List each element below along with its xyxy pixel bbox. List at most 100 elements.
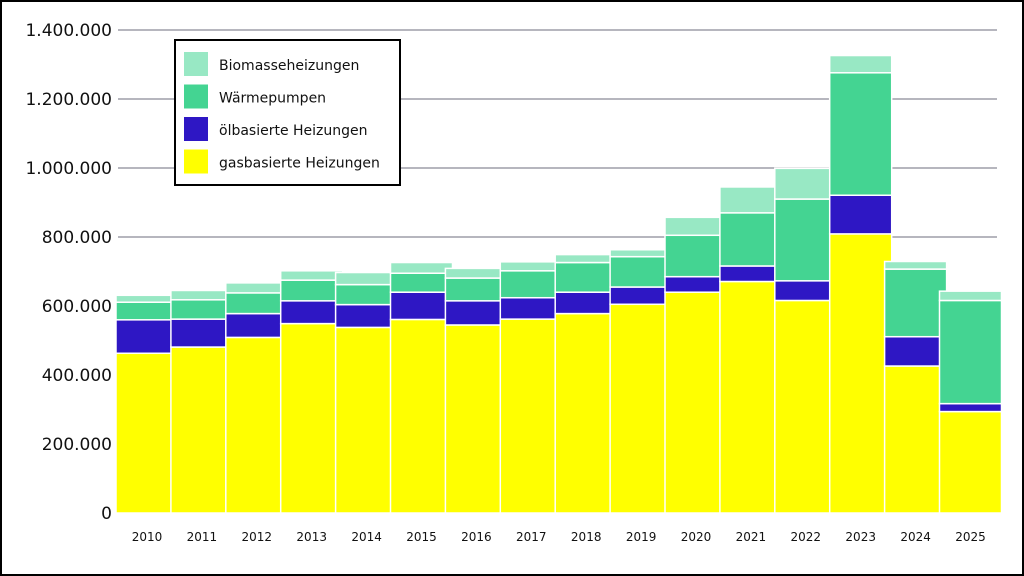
y-tick-label: 800.000 — [42, 228, 112, 248]
bar-segment-w-rmepumpen-2014 — [334, 283, 399, 306]
x-tick-label: 2024 — [900, 530, 931, 544]
bar-segment-gasbasierte-heizungen-2018 — [554, 312, 618, 514]
bar-segment-biomasseheizungen-2014 — [334, 271, 399, 286]
bar-segment--lbasierte-heizungen-2015 — [389, 291, 454, 321]
bar-segment--lbasierte-heizungen-2021 — [719, 265, 783, 283]
bar-segment-biomasseheizungen-2012 — [225, 282, 289, 294]
x-axis-ticks: 2010 2011 2012 2013 2014 2015 2016 2017 2018 2019… — [132, 530, 986, 544]
bar-segment-gasbasierte-heizungen-2015 — [389, 318, 454, 514]
bar-segment-w-rmepumpen-2023 — [828, 72, 893, 197]
bars — [115, 54, 1003, 514]
bar-segment-gasbasierte-heizungen-2016 — [444, 324, 509, 514]
x-tick-label: 2015 — [406, 530, 437, 544]
bar-segment-w-rmepumpen-2012 — [225, 292, 289, 315]
bar-segment--lbasierte-heizungen-2025 — [938, 402, 1003, 413]
bar-segment-biomasseheizungen-2024 — [883, 260, 948, 270]
legend-label: Biomasseheizungen — [219, 58, 359, 74]
bar-segment-biomasseheizungen-2016 — [444, 267, 509, 279]
legend-swatch — [184, 117, 208, 141]
legend-label: Wärmepumpen — [219, 91, 326, 107]
legend-label: gasbasierte Heizungen — [219, 156, 380, 172]
bar-segment-biomasseheizungen-2010 — [115, 294, 179, 303]
bar-segment-biomasseheizungen-2015 — [389, 261, 454, 274]
bar-segment-w-rmepumpen-2015 — [389, 272, 454, 293]
x-tick-label: 2018 — [571, 530, 602, 544]
bar-segment-w-rmepumpen-2010 — [115, 301, 179, 321]
bar-segment--lbasierte-heizungen-2010 — [115, 319, 179, 355]
bar-segment-biomasseheizungen-2023 — [828, 54, 893, 74]
bar-segment-biomasseheizungen-2025 — [938, 290, 1003, 302]
x-tick-label: 2014 — [351, 530, 382, 544]
y-tick-label: 1.200.000 — [25, 90, 112, 110]
bar-segment--lbasierte-heizungen-2011 — [170, 318, 234, 348]
bar-segment-gasbasierte-heizungen-2022 — [774, 299, 838, 514]
bar-segment-biomasseheizungen-2021 — [719, 186, 783, 214]
bar-segment-gasbasierte-heizungen-2013 — [279, 322, 344, 514]
bar-segment--lbasierte-heizungen-2022 — [774, 280, 838, 302]
bar-segment-gasbasierte-heizungen-2023 — [828, 233, 893, 514]
bar-segment-w-rmepumpen-2025 — [938, 299, 1003, 405]
bar-segment--lbasierte-heizungen-2024 — [883, 335, 948, 367]
x-tick-label: 2025 — [955, 530, 986, 544]
bar-segment-gasbasierte-heizungen-2017 — [499, 318, 564, 514]
bar-segment-w-rmepumpen-2011 — [170, 299, 234, 320]
y-tick-label: 600.000 — [42, 297, 112, 317]
x-tick-label: 2016 — [461, 530, 492, 544]
x-tick-label: 2022 — [791, 530, 822, 544]
x-tick-label: 2021 — [736, 530, 767, 544]
bar-segment-w-rmepumpen-2017 — [499, 270, 564, 299]
x-tick-label: 2019 — [626, 530, 657, 544]
bar-segment-gasbasierte-heizungen-2024 — [883, 365, 948, 514]
legend-swatch — [184, 149, 208, 174]
bar-segment--lbasierte-heizungen-2020 — [664, 275, 728, 293]
bar-segment-gasbasierte-heizungen-2014 — [334, 326, 399, 514]
y-tick-label: 400.000 — [42, 366, 112, 386]
legend: Biomasseheizungen Wärmepumpen ölbasierte H… — [174, 39, 401, 186]
bar-segment--lbasierte-heizungen-2016 — [444, 300, 509, 326]
bar-segment--lbasierte-heizungen-2012 — [225, 312, 289, 339]
bar-segment-w-rmepumpen-2019 — [609, 255, 673, 288]
bar-segment-w-rmepumpen-2022 — [774, 198, 838, 282]
bar-segment-biomasseheizungen-2018 — [554, 253, 618, 264]
legend-label: ölbasierte Heizungen — [219, 123, 368, 139]
bar-segment-biomasseheizungen-2017 — [499, 261, 564, 272]
bar-segment--lbasierte-heizungen-2017 — [499, 296, 564, 320]
y-tick-label: 1.400.000 — [25, 21, 112, 41]
legend-swatch — [184, 52, 208, 76]
y-tick-label: 1.000.000 — [25, 159, 112, 179]
bar-segment--lbasierte-heizungen-2023 — [828, 194, 893, 235]
x-tick-label: 2020 — [681, 530, 712, 544]
bar-segment-w-rmepumpen-2021 — [719, 212, 783, 267]
bar-segment--lbasierte-heizungen-2013 — [279, 300, 344, 325]
y-axis-ticks: 0 200.000 400.000 600.000 800.000 1.000.000 1.… — [25, 21, 112, 524]
x-tick-label: 2011 — [187, 530, 218, 544]
bar-segment-w-rmepumpen-2024 — [883, 268, 948, 338]
bar-segment-gasbasierte-heizungen-2019 — [609, 303, 673, 514]
bar-segment-biomasseheizungen-2022 — [774, 167, 838, 200]
bar-segment-gasbasierte-heizungen-2011 — [170, 346, 234, 514]
x-tick-label: 2013 — [296, 530, 327, 544]
bar-segment-biomasseheizungen-2011 — [170, 289, 234, 301]
bar-segment--lbasierte-heizungen-2018 — [554, 291, 618, 315]
x-tick-label: 2017 — [516, 530, 547, 544]
bar-segment-w-rmepumpen-2016 — [444, 277, 509, 302]
bar-segment-gasbasierte-heizungen-2010 — [115, 352, 179, 514]
bar-segment-biomasseheizungen-2020 — [664, 216, 728, 237]
bar-segment-gasbasierte-heizungen-2012 — [225, 336, 289, 514]
bar-segment--lbasierte-heizungen-2014 — [334, 303, 399, 329]
legend-swatch — [184, 84, 208, 109]
x-tick-label: 2023 — [845, 530, 876, 544]
bar-segment-gasbasierte-heizungen-2025 — [938, 410, 1003, 514]
bar-segment-w-rmepumpen-2020 — [664, 234, 728, 278]
bar-segment-gasbasierte-heizungen-2021 — [719, 280, 783, 514]
y-tick-label: 200.000 — [42, 435, 112, 455]
y-tick-label: 0 — [101, 504, 112, 524]
x-tick-label: 2010 — [132, 530, 163, 544]
bar-segment-w-rmepumpen-2013 — [279, 279, 344, 302]
bar-segment--lbasierte-heizungen-2019 — [609, 286, 673, 306]
bar-segment-w-rmepumpen-2018 — [554, 261, 618, 293]
legend-box — [174, 39, 401, 186]
bar-segment-gasbasierte-heizungen-2020 — [664, 291, 728, 514]
